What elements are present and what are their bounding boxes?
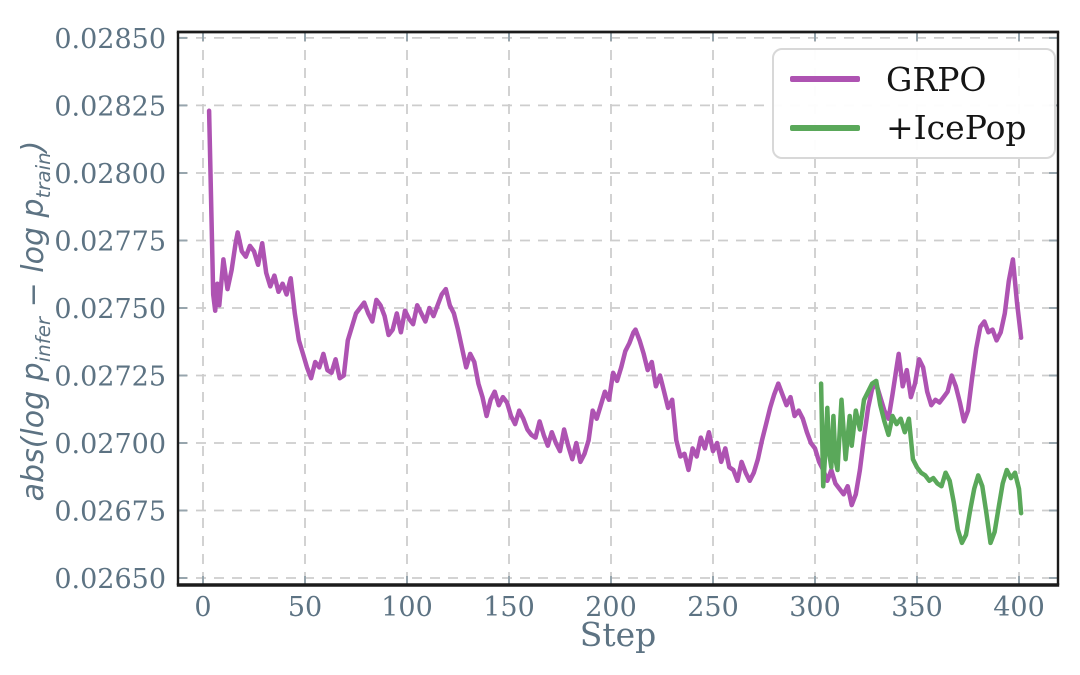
icepop-line-swatch — [790, 124, 860, 131]
legend: GRPO +IcePop — [772, 48, 1056, 159]
y-axis-label: abs(log pinfer − log ptrain) — [11, 0, 57, 673]
x-tick-label: 400 — [993, 592, 1045, 623]
x-tick-label: 250 — [687, 592, 739, 623]
x-axis-label: Step — [579, 615, 657, 654]
legend-label-grpo: GRPO — [886, 59, 987, 99]
legend-label-icepop: +IcePop — [886, 108, 1027, 148]
y-axis-label-mid: − log p — [16, 198, 51, 317]
legend-item-icepop: +IcePop — [790, 108, 1054, 147]
y-tick-label: 0.02850 — [54, 24, 166, 55]
x-tick-label: 150 — [483, 592, 535, 623]
y-tick-label: 0.02825 — [54, 91, 166, 122]
x-tick-label: 50 — [288, 592, 322, 623]
y-tick-label: 0.02725 — [54, 362, 166, 393]
line-icepop — [818, 378, 1024, 546]
x-tick-label: 300 — [789, 592, 841, 623]
y-tick-label: 0.02650 — [54, 564, 166, 595]
line-grpo — [206, 108, 1024, 508]
y-tick-label: 0.02675 — [54, 497, 166, 528]
y-axis-label-sub-infer: infer — [32, 316, 55, 363]
y-tick-label: 0.02800 — [54, 159, 166, 190]
y-axis-label-sub-train: train — [32, 152, 55, 199]
x-tick-label: 200 — [585, 592, 637, 623]
y-tick-label: 0.02700 — [54, 429, 166, 460]
x-tick-label: 100 — [381, 592, 433, 623]
x-tick-label: 0 — [194, 592, 211, 623]
x-tick-label: 350 — [891, 592, 943, 623]
y-tick-label: 0.02750 — [54, 294, 166, 325]
legend-item-grpo: GRPO — [790, 60, 1054, 99]
grpo-line-swatch — [790, 76, 860, 83]
y-axis-label-suffix: ) — [16, 140, 51, 153]
y-axis-label-prefix: abs(log p — [16, 362, 51, 502]
y-tick-label: 0.02775 — [54, 227, 166, 258]
